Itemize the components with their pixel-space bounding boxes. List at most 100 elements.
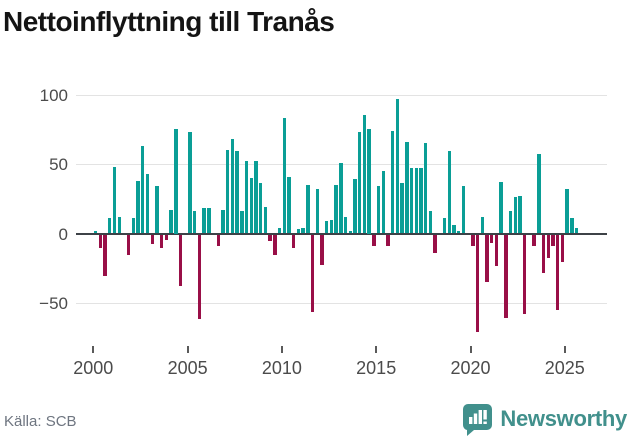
bar bbox=[343, 216, 348, 234]
x-tick-label: 2010 bbox=[261, 358, 302, 378]
x-tick-label: 2000 bbox=[73, 358, 114, 378]
newsworthy-chart-bubble-icon bbox=[462, 403, 493, 436]
bar bbox=[574, 227, 579, 234]
bar bbox=[141, 145, 145, 234]
bar bbox=[268, 234, 272, 242]
bar bbox=[155, 186, 159, 234]
bar bbox=[263, 207, 268, 234]
bar bbox=[541, 234, 546, 274]
bar bbox=[551, 234, 555, 246]
chart-title: Nettoinflyttning till Tranås bbox=[3, 6, 335, 37]
bar bbox=[560, 234, 565, 263]
bar bbox=[556, 234, 560, 310]
bar bbox=[447, 151, 451, 234]
bar bbox=[348, 230, 352, 234]
bar bbox=[339, 162, 343, 234]
bar bbox=[480, 216, 484, 234]
x-tick-label: 2005 bbox=[167, 358, 208, 378]
bar bbox=[287, 176, 291, 234]
newsworthy-logo[interactable]: Newsworthy bbox=[462, 402, 627, 436]
bar bbox=[164, 234, 169, 241]
bar bbox=[178, 234, 183, 286]
bar bbox=[357, 132, 362, 234]
bar bbox=[334, 184, 338, 234]
bar bbox=[508, 211, 513, 234]
bar bbox=[471, 234, 475, 246]
bar bbox=[381, 170, 385, 234]
bar bbox=[221, 209, 225, 234]
bar bbox=[306, 184, 310, 234]
x-tick-mark bbox=[469, 346, 472, 353]
bar bbox=[424, 143, 428, 234]
bar bbox=[452, 225, 456, 234]
x-tick-mark bbox=[563, 346, 566, 353]
bar bbox=[126, 234, 131, 256]
bar bbox=[188, 132, 192, 234]
bar bbox=[98, 234, 103, 249]
bar bbox=[225, 150, 230, 234]
bar bbox=[320, 234, 324, 266]
bar bbox=[428, 211, 433, 234]
bar bbox=[174, 129, 178, 234]
bar bbox=[372, 234, 376, 246]
bar bbox=[461, 186, 466, 234]
bar bbox=[258, 183, 263, 234]
bar bbox=[419, 168, 423, 234]
x-tick-mark bbox=[186, 346, 189, 353]
bar bbox=[537, 154, 541, 234]
source-label: Källa: SCB bbox=[4, 413, 77, 430]
bar bbox=[202, 208, 206, 234]
newsworthy-wordmark: Newsworthy bbox=[500, 406, 627, 431]
bar bbox=[240, 211, 244, 234]
x-tick-mark bbox=[375, 346, 378, 353]
bar bbox=[565, 189, 569, 234]
zero-baseline bbox=[76, 232, 607, 235]
bar bbox=[108, 218, 112, 234]
bar bbox=[296, 229, 301, 234]
bar bbox=[145, 173, 150, 234]
bar bbox=[131, 218, 136, 234]
bar bbox=[230, 138, 235, 234]
bar bbox=[485, 234, 489, 282]
bar bbox=[532, 234, 536, 246]
bar bbox=[457, 230, 461, 234]
bar bbox=[386, 234, 390, 246]
gridline bbox=[76, 94, 607, 96]
bar bbox=[103, 234, 107, 277]
bar bbox=[244, 161, 249, 234]
bar bbox=[490, 234, 494, 243]
bar bbox=[310, 234, 315, 313]
x-tick-label: 2015 bbox=[356, 358, 397, 378]
bar bbox=[315, 189, 319, 234]
bar bbox=[494, 234, 499, 267]
y-tick-label: −50 bbox=[39, 294, 68, 313]
bar bbox=[433, 234, 437, 253]
x-tick-label: 2025 bbox=[544, 358, 585, 378]
bar bbox=[570, 218, 574, 234]
bar bbox=[405, 141, 409, 234]
bar bbox=[499, 182, 503, 234]
bar bbox=[324, 220, 329, 234]
bar bbox=[169, 209, 173, 234]
bar bbox=[117, 216, 121, 234]
x-tick-mark bbox=[92, 346, 95, 353]
bar bbox=[282, 118, 286, 234]
bar bbox=[523, 234, 527, 314]
bar bbox=[197, 234, 202, 320]
bar bbox=[362, 115, 367, 234]
bar bbox=[400, 183, 404, 234]
gridline bbox=[76, 303, 607, 304]
bar bbox=[504, 234, 508, 318]
bar bbox=[273, 234, 277, 256]
bar bbox=[414, 168, 418, 234]
bar bbox=[192, 211, 197, 234]
x-tick-mark bbox=[280, 346, 283, 353]
bar bbox=[235, 151, 239, 234]
bar bbox=[475, 234, 480, 332]
bar bbox=[254, 161, 258, 234]
bar bbox=[518, 195, 522, 234]
bar bbox=[442, 218, 447, 234]
bar bbox=[150, 234, 154, 245]
bar bbox=[409, 168, 414, 234]
